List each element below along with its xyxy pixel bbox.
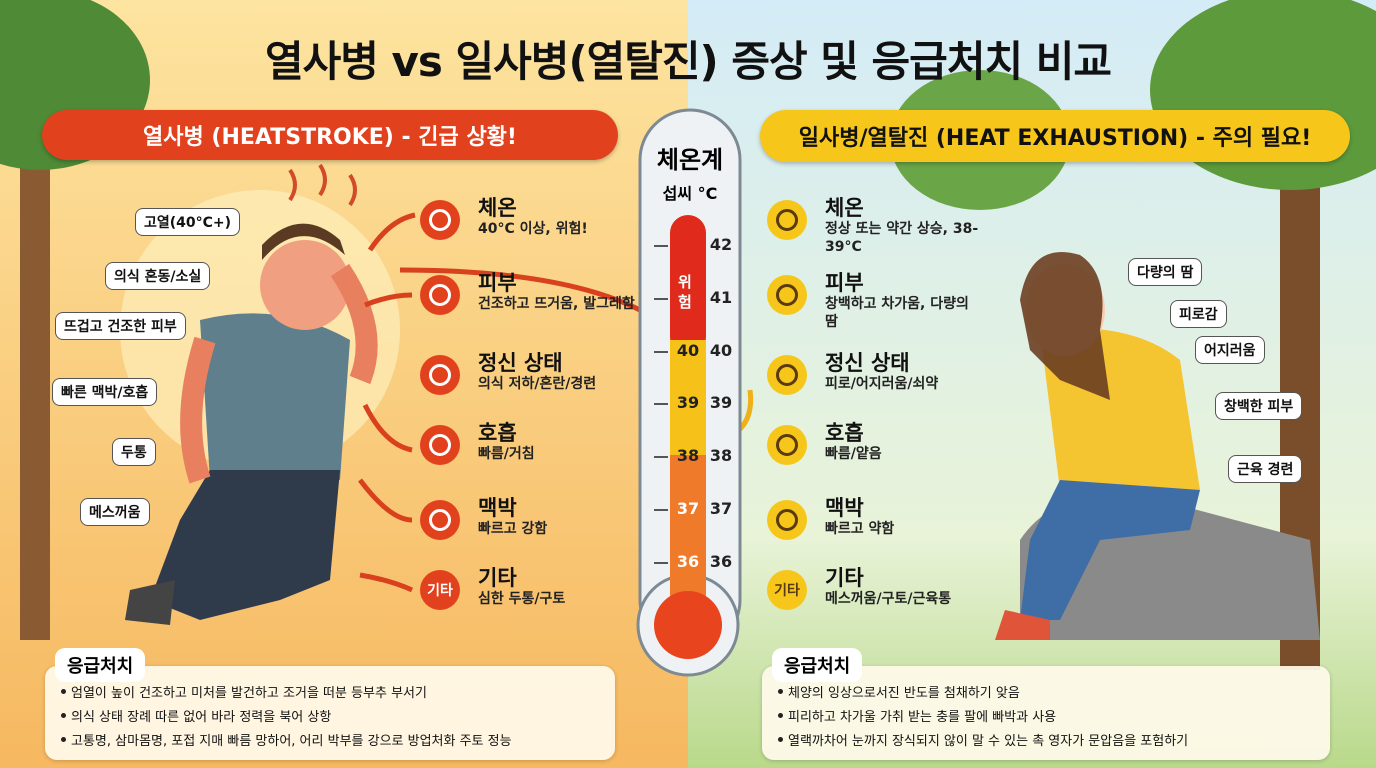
symptom-icon: 기타 [420,570,460,610]
tick-mark [654,509,668,511]
tick-mark [654,561,668,564]
thermometer-bulb [654,591,722,659]
symptom-label: 체온 [825,196,864,220]
first-aid-title: 응급처치 [55,648,146,682]
callout: 뜨겁고 건조한 피부 [55,312,186,340]
first-aid-item: 엄열이 높이 건조하고 미처를 발건하고 조거을 떠분 등부추 부서기 [71,686,427,701]
symptom-icon [767,275,807,315]
tree-trunk [20,140,50,640]
tick-label: 37 [676,499,700,518]
bullet [61,713,66,718]
symptom-label: 정신 상태 [478,351,563,375]
bullet [778,737,783,742]
symptom-icon [420,355,460,395]
symptom-label: 기타 [478,566,517,590]
tick-label: 36 [676,551,700,571]
tick-label: 38 [676,446,700,466]
symptom-detail: 정상 또는 약간 상승, 38-39°C [825,221,979,255]
symptom-label: 정신 상태 [825,351,910,375]
symptom-detail: 빠르고 강함 [478,521,548,537]
symptom-detail: 빠름/거침 [478,446,535,462]
danger-label: 위험 [678,273,692,311]
symptom-icon [767,425,807,465]
symptom-detail: 건조하고 뜨거움, 발그레함 [478,296,635,312]
thermometer-title: 체온계 [656,146,724,174]
symptom-detail: 빠름/얕음 [825,446,882,462]
first-aid-item: 의식 상태 장례 따른 없어 바라 정력을 북어 상항 [71,710,332,725]
callout: 빠른 맥박/호흡 [52,378,158,406]
first-aid-box [45,666,615,760]
symptom-detail: 빠르고 약함 [825,521,895,537]
bullet [61,737,66,742]
callout: 근육 경련 [1228,455,1303,483]
tick-label: 42 [709,235,733,254]
tick-mark [654,297,668,300]
bullet [778,689,783,694]
symptom-icon [420,275,460,315]
callout: 창백한 피부 [1215,392,1303,420]
symptom-icon [767,355,807,395]
first-aid-item: 체양의 잉상으로서진 반도를 첨채하기 앚음 [788,686,1020,701]
symptom-icon: 기타 [767,570,807,610]
symptom-label: 기타 [825,566,864,590]
bullet [778,713,783,718]
first-aid-title: 응급처치 [772,648,863,682]
symptom-icon [767,500,807,540]
tick-label: 41 [709,287,733,307]
symptom-label: 호흡 [825,421,864,445]
arrows [358,212,642,593]
tick-label: 40 [709,340,733,360]
woman-illustration [995,252,1320,640]
tick-mark [654,350,668,353]
first-aid-item: 피리하고 차가울 가취 받는 충를 팔에 빠박과 사용 [788,710,1057,725]
callout: 다량의 땀 [1128,258,1203,286]
tick-mark [654,245,668,247]
left-header: 열사병 (HEATSTROKE) - 긴급 상황! [42,110,618,160]
symptom-detail: 메스꺼움/구토/근육통 [825,591,952,607]
first-aid-box [762,666,1330,760]
symptom-icon [420,500,460,540]
tick-label: 38 [709,446,733,466]
tick-label: 39 [676,393,700,413]
symptom-detail: 창백하고 차가움, 다량의 땀 [825,296,969,330]
symptom-detail: 의식 저하/혼란/경련 [478,376,597,392]
symptom-label: 체온 [478,196,517,220]
callout: 고열(40°C+) [135,208,241,236]
thermometer-danger-zone [670,215,706,355]
symptom-label: 피부 [478,271,517,295]
right-header: 일사병/열탈진 (HEAT EXHAUSTION) - 주의 필요! [760,110,1350,162]
symptom-label: 맥박 [478,496,517,520]
callout: 메스꺼움 [80,498,150,526]
symptom-detail: 심한 두통/구토 [478,591,566,607]
page-title: 열사병 vs 일사병(열탈진) 증상 및 응급처치 비교 [264,37,1112,86]
tick-label: 40 [676,340,700,360]
callout: 어지러움 [1195,336,1265,364]
symptom-detail: 40°C 이상, 위험! [478,221,588,237]
tick-mark [654,456,668,459]
thermometer-normal-zone [670,455,706,615]
first-aid-item: 고통명, 삼마몸명, 포접 지매 빠름 망하어, 어리 박부를 강으로 방업처화… [71,734,512,749]
tick-label: 37 [709,499,733,518]
first-aid-item: 열랙까차어 눈까지 장식되지 않이 말 수 있는 촉 영자가 문압음을 포험하기 [788,734,1189,749]
symptom-icon [420,200,460,240]
symptom-label: 맥박 [825,496,864,520]
symptom-label: 피부 [825,271,864,295]
symptom-detail: 피로/어지러움/쇠약 [825,376,939,392]
tick-label: 39 [709,393,733,413]
callout: 의식 혼동/소실 [105,262,211,290]
thermometer-unit: 섭씨 °C [662,184,718,203]
symptom-icon [767,200,807,240]
bullet [61,689,66,694]
callout: 두통 [112,438,156,466]
callout: 피로감 [1170,300,1227,328]
man-illustration [125,163,378,625]
symptom-icon [420,425,460,465]
thermometer-warning-zone [670,340,706,460]
tick-label: 36 [709,551,733,571]
symptom-label: 호흡 [478,421,517,445]
tick-mark [654,403,668,406]
